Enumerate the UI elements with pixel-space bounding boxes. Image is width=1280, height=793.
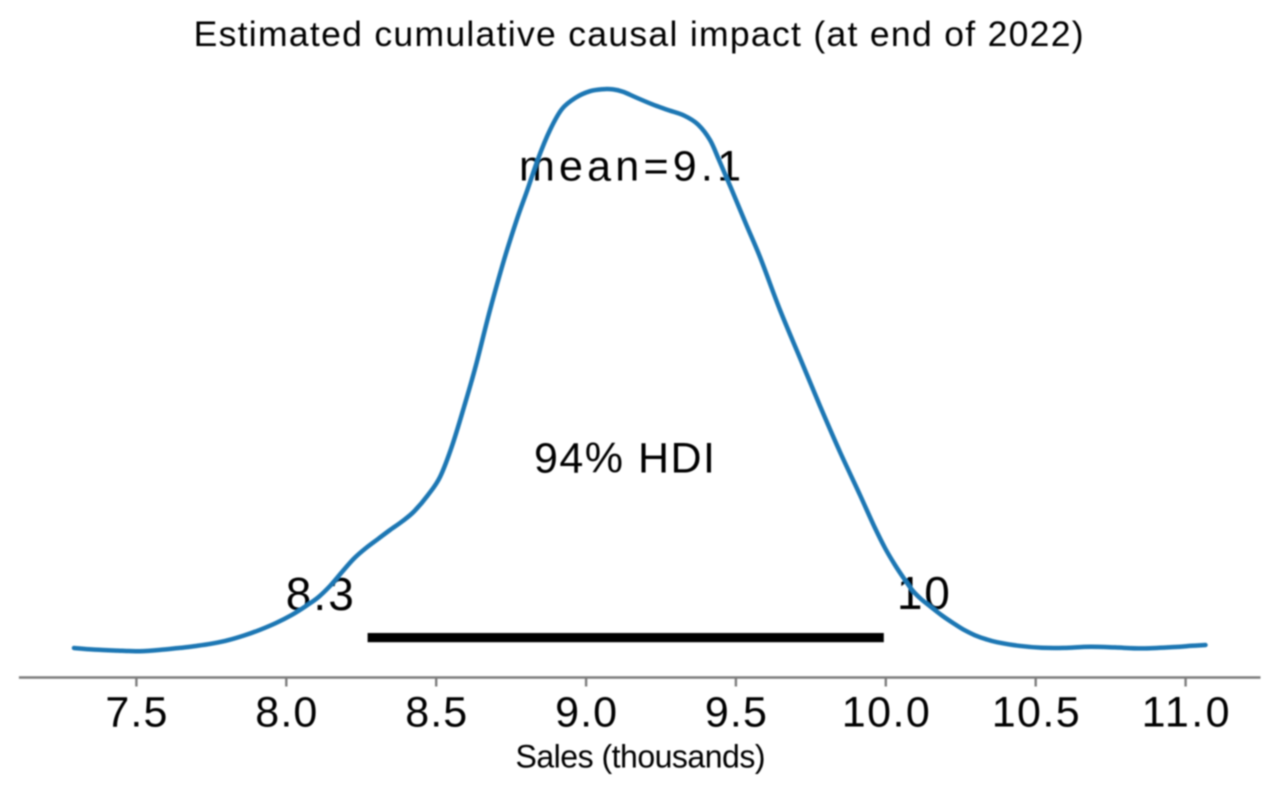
- svg-text:94% HDI: 94% HDI: [534, 435, 715, 483]
- svg-text:9.5: 9.5: [705, 689, 767, 737]
- svg-text:8.5: 8.5: [405, 689, 467, 737]
- svg-text:10.0: 10.0: [842, 689, 930, 737]
- svg-text:8.0: 8.0: [255, 689, 317, 737]
- svg-text:11.0: 11.0: [1142, 689, 1230, 737]
- svg-text:mean=9.1: mean=9.1: [519, 142, 741, 190]
- svg-text:10.5: 10.5: [992, 689, 1080, 737]
- svg-text:10: 10: [897, 567, 950, 619]
- svg-text:9.0: 9.0: [555, 689, 617, 737]
- svg-text:Estimated cumulative causal im: Estimated cumulative causal impact (at e…: [194, 14, 1084, 54]
- svg-text:Sales (thousands): Sales (thousands): [516, 738, 766, 774]
- svg-text:7.5: 7.5: [105, 689, 167, 737]
